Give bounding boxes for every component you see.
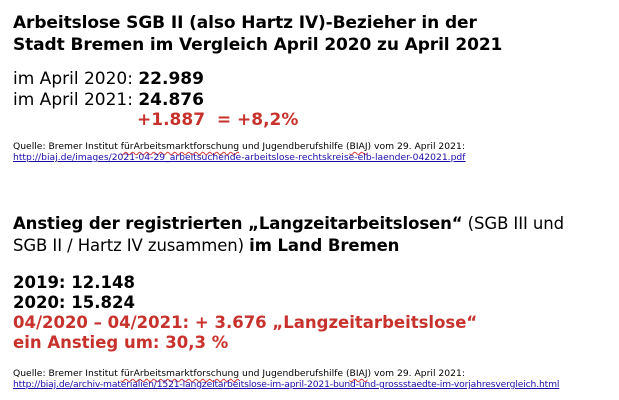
section1-source-link-line: http://biaj.de/images/2021-04-29_arbeits… [13, 152, 466, 163]
section1-source-suffix: ) vom 29. April 2021: [367, 141, 465, 152]
stat-april-2020: im April 2020: 22.989 [13, 69, 204, 90]
stat-april-2020-value: 22.989 [138, 69, 204, 89]
section2-source-prefix: Quelle: Bremer Institut [13, 368, 121, 379]
stat-increase: ein Anstieg um: 30,3 % [13, 333, 229, 352]
stat-2019: 2019: 12.148 [13, 273, 135, 292]
section2-title-bold: Anstieg der registrierten „Langzeitarbei… [13, 214, 463, 233]
section2-source-link-line: http://biaj.de/archiv-materialien/1521-l… [13, 379, 559, 390]
section1-source-mid: und Jugendberufshilfe ( [239, 141, 350, 152]
section2-title-line1: Anstieg der registrierten „Langzeitarbei… [13, 213, 564, 235]
section2-title-bold-2: im Land Bremen [249, 236, 400, 255]
section2-source: Quelle: Bremer Institut fürArbeitsmarktf… [13, 368, 465, 379]
stat-2020: 2020: 15.824 [13, 293, 135, 312]
stat-difference: +1.887 = +8,2% [137, 110, 299, 130]
stat-change: 04/2020 – 04/2021: + 3.676 „Langzeitarbe… [13, 313, 478, 332]
section1-source-spellcheck-1: fürArbeitsmarktforschung [120, 141, 240, 152]
section2-title-normal: (SGB III und [462, 214, 564, 233]
section2-source-mid: und Jugendberufshilfe ( [239, 368, 350, 379]
section2-source-spellcheck-1: fürArbeitsmarktforschung [120, 368, 240, 379]
section1-title-line2: Stadt Bremen im Vergleich April 2020 zu … [13, 35, 503, 55]
section1-title-line1: Arbeitslose SGB II (also Hartz IV)-Bezie… [13, 13, 477, 33]
section2-title-line2: SGB II / Hartz IV zusammen) im Land Brem… [13, 235, 399, 257]
section2-source-link[interactable]: http://biaj.de/archiv-materialien/1521-l… [13, 379, 560, 390]
stat-april-2020-label: im April 2020: [13, 69, 139, 89]
section1-source-link[interactable]: http://biaj.de/images/2021-04-29_arbeits… [13, 152, 466, 163]
stat-april-2021: im April 2021: 24.876 [13, 90, 204, 111]
section1-source-prefix: Quelle: Bremer Institut [13, 141, 121, 152]
section1-source: Quelle: Bremer Institut fürArbeitsmarktf… [13, 141, 465, 152]
section1-source-spellcheck-2: BIAJ [349, 141, 368, 152]
section2-source-spellcheck-2: BIAJ [349, 368, 368, 379]
stat-april-2021-label: im April 2021: [13, 90, 139, 110]
section2-title-normal-2: SGB II / Hartz IV zusammen) [13, 236, 250, 255]
stat-april-2021-value: 24.876 [138, 90, 204, 110]
section2-source-suffix: ) vom 29. April 2021: [367, 368, 465, 379]
